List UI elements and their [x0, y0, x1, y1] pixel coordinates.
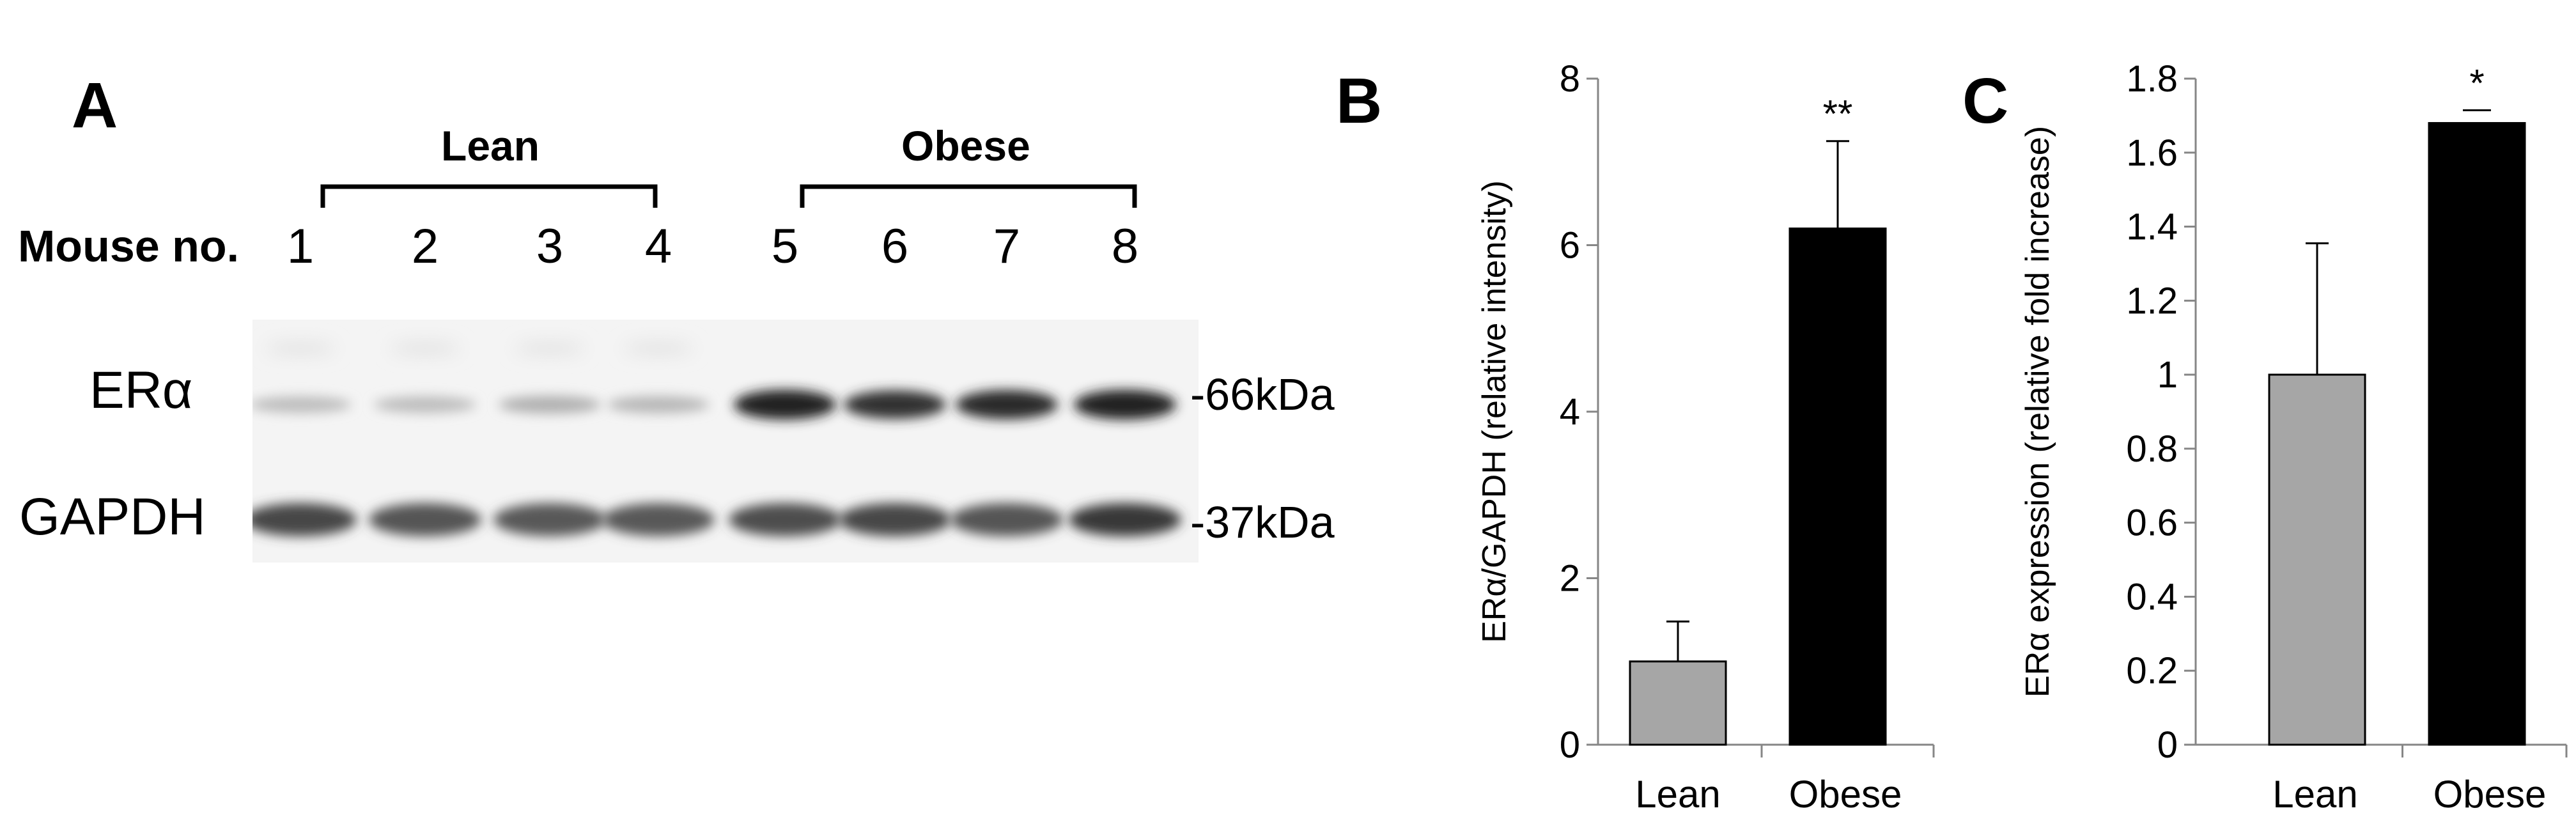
era-band-lane-5 — [734, 389, 836, 420]
lane-number-3: 3 — [536, 219, 564, 274]
era-band-lane-1 — [252, 396, 352, 414]
chart-c-y-tick-label: 0.2 — [2126, 650, 2178, 692]
lane-number-7: 7 — [993, 219, 1021, 274]
faint-band-lane-1 — [265, 343, 336, 353]
era-band-lane-4 — [607, 396, 710, 414]
gapdh-band-lane-3 — [493, 503, 606, 536]
panel-a-label: A — [72, 70, 118, 141]
gapdh-band-lane-2 — [369, 503, 481, 536]
era-band-lane-8 — [1074, 389, 1176, 420]
era-band-lane-3 — [499, 396, 601, 414]
gapdh-band-lane-4 — [602, 503, 715, 536]
era-band-lane-6 — [844, 390, 946, 419]
chart-b-significance-label: ** — [1823, 93, 1853, 136]
chart-b-y-tick-label: 8 — [1560, 58, 1580, 100]
chart-b-y-tick-label: 4 — [1560, 391, 1580, 433]
panel-c-label: C — [1962, 65, 2009, 137]
lane-number-2: 2 — [411, 219, 439, 274]
mouse-number-label: Mouse no. — [18, 221, 240, 271]
chart-c-significance-label: * — [2469, 61, 2484, 104]
chart-c-bar-obese — [2428, 121, 2526, 746]
chart-c-y-axis-label: ERα expression (relative fold increase) — [2019, 126, 2056, 697]
chart-b-bar-lean — [1629, 660, 1727, 746]
western-blot-image — [252, 320, 1199, 563]
molecular-weight-66kda: -66kDa — [1190, 369, 1335, 419]
gapdh-band-lane-5 — [729, 503, 841, 536]
group-label-lean: Lean — [441, 122, 540, 169]
panel-b-label: B — [1336, 65, 1383, 137]
obese-bracket — [800, 184, 1137, 208]
gapdh-band-lane-6 — [839, 503, 951, 536]
chart-c: 0 0.2 0.4 0.6 0.8 1 1.2 1.4 1.6 1.8 Lean Obese * ERα … — [2019, 58, 2568, 816]
chart-c-y-tick-label: 1.2 — [2126, 280, 2178, 322]
gapdh-band-lane-8 — [1069, 503, 1181, 536]
chart-b: 0 2 4 6 8 Lean Obese ** ERα/GAPDH (relative inte… — [1476, 58, 1935, 816]
chart-b-y-axis-label: ERα/GAPDH (relative intensity) — [1476, 180, 1513, 643]
faint-band-lane-4 — [623, 343, 694, 353]
gapdh-band-lane-7 — [950, 503, 1063, 536]
chart-c-y-tick-label: 1 — [2157, 354, 2178, 396]
chart-b-bar-obese — [1788, 227, 1887, 746]
lane-number-1: 1 — [286, 219, 314, 274]
chart-c-y-tick-label: 1.4 — [2126, 206, 2178, 248]
chart-c-category-label: Obese — [2433, 773, 2547, 816]
era-band-lane-7 — [956, 390, 1058, 419]
chart-c-y-tick-label: 0.6 — [2126, 502, 2178, 544]
chart-c-y-tick-label: 1.6 — [2126, 132, 2178, 174]
lane-number-6: 6 — [881, 219, 909, 274]
chart-c-bar-lean — [2268, 373, 2366, 746]
chart-c-category-label: Lean — [2272, 773, 2357, 816]
era-band-lane-2 — [374, 396, 476, 414]
lane-number-4: 4 — [644, 219, 672, 274]
blot-row-label-gapdh: GAPDH — [19, 488, 206, 546]
lean-bracket — [320, 184, 658, 208]
blot-row-label-era: ERα — [89, 361, 193, 419]
gapdh-band-lane-1 — [252, 503, 357, 536]
lane-number-8: 8 — [1111, 219, 1139, 274]
chart-b-y-tick-label: 6 — [1560, 225, 1580, 267]
faint-band-lane-2 — [390, 343, 460, 353]
chart-c-y-tick-label: 0.4 — [2126, 576, 2178, 617]
lane-number-5: 5 — [771, 219, 799, 274]
group-label-obese: Obese — [901, 122, 1030, 169]
chart-b-y-tick-label: 2 — [1560, 558, 1580, 600]
chart-b-y-tick-label: 0 — [1560, 724, 1580, 766]
chart-b-category-label: Obese — [1789, 773, 1902, 816]
chart-c-y-tick-label: 0 — [2157, 724, 2178, 766]
chart-c-y-tick-label: 1.8 — [2126, 58, 2178, 100]
faint-band-lane-3 — [515, 343, 585, 353]
chart-b-category-label: Lean — [1635, 773, 1720, 816]
molecular-weight-37kda: -37kDa — [1190, 497, 1335, 547]
chart-c-y-tick-label: 0.8 — [2126, 428, 2178, 470]
